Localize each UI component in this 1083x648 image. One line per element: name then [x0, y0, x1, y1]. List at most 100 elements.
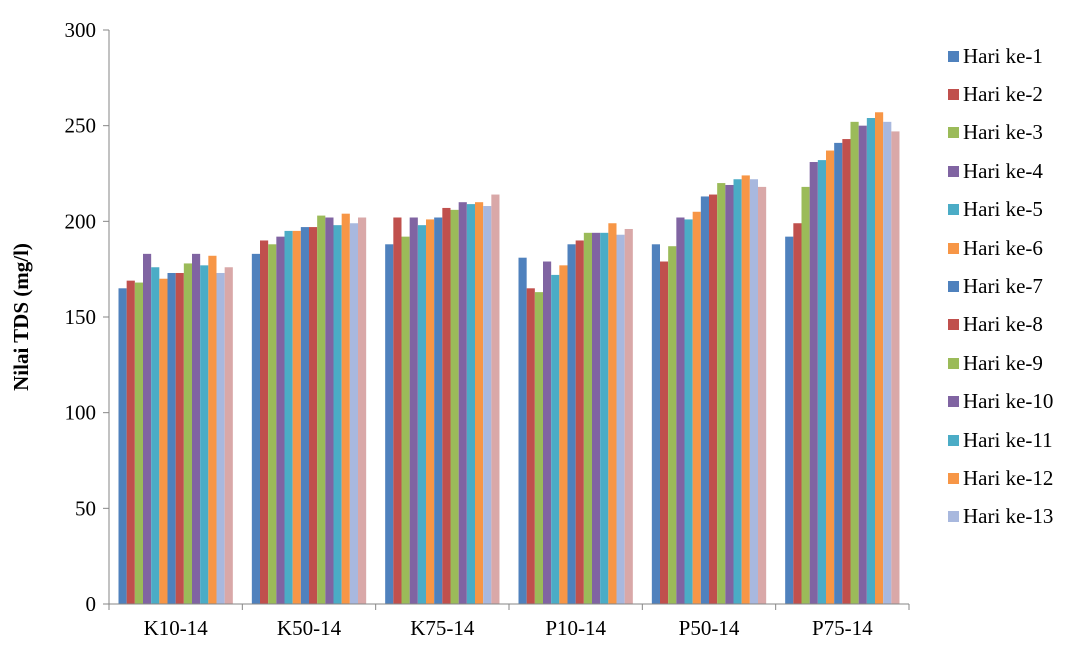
bar [891, 131, 900, 604]
bar [551, 274, 560, 604]
bar [192, 253, 201, 605]
legend-swatch [948, 242, 959, 254]
bar [534, 292, 543, 604]
bar [583, 232, 592, 604]
bar [600, 232, 609, 604]
legend-label: Hari ke-3 [963, 120, 1043, 145]
bar [676, 217, 685, 605]
legend-swatch [948, 165, 959, 177]
bar [809, 162, 818, 604]
legend-swatch [948, 50, 959, 62]
bar [842, 139, 851, 604]
bar [292, 230, 301, 604]
bar [651, 244, 660, 604]
bar [409, 217, 418, 605]
bar [608, 223, 617, 604]
bar [426, 219, 435, 605]
bar [660, 261, 669, 604]
bar [118, 288, 127, 604]
legend-label: Hari ke-5 [963, 197, 1043, 222]
bar [151, 267, 160, 604]
legend-swatch [948, 88, 959, 100]
legend-swatch [948, 204, 959, 216]
bar [518, 257, 527, 604]
bar [883, 121, 892, 604]
legend-swatch [948, 357, 959, 369]
legend-label: Hari ke-11 [963, 427, 1053, 452]
legend-item: Hari ke-13 [948, 504, 1054, 529]
bar [567, 244, 576, 604]
bar [358, 217, 367, 605]
x-tick-label: P50-14 [679, 616, 740, 640]
legend-item: Hari ke-11 [948, 428, 1053, 452]
bar [866, 118, 875, 604]
y-tick-label: 300 [65, 18, 97, 42]
bar [284, 230, 293, 604]
legend-item: Hari ke-2 [948, 82, 1043, 106]
legend-label: Hari ke-12 [963, 465, 1054, 490]
bar [175, 272, 184, 604]
bar [276, 236, 285, 604]
bar [858, 125, 867, 605]
bar [526, 288, 535, 604]
bar [758, 186, 767, 605]
bar [801, 186, 810, 605]
bar [793, 223, 802, 604]
bar [260, 240, 269, 604]
ticks-layer: 0 50 100 150 200 250 300 K10-14 K50-14 K75-14 P10-… [65, 18, 910, 640]
bar [543, 261, 552, 604]
bar [385, 244, 394, 604]
bar [834, 142, 843, 605]
bar [684, 219, 693, 605]
legend-item: Hari ke-12 [948, 466, 1053, 490]
bar [134, 282, 143, 604]
bar [709, 194, 718, 604]
bar [875, 112, 884, 605]
x-tick-label: K75-14 [410, 616, 475, 640]
bar [393, 217, 402, 605]
legend-item: Hari ke-1 [948, 44, 1043, 68]
legend-item: Hari ke-5 [948, 197, 1043, 222]
x-tick-label: K50-14 [277, 616, 342, 640]
bar [268, 244, 277, 604]
legend-swatch [948, 396, 959, 408]
legend-item: Hari ke-9 [948, 351, 1043, 375]
bar [483, 206, 492, 604]
legend-label: Hari ke-6 [963, 235, 1043, 260]
bar [143, 253, 152, 605]
bar [333, 225, 342, 604]
bar [349, 223, 358, 604]
legend-label: Hari ke-10 [963, 389, 1054, 414]
legend-label: Hari ke-13 [963, 504, 1054, 529]
bar [224, 267, 233, 604]
bar [850, 121, 859, 604]
bar [208, 255, 217, 605]
bar [126, 280, 135, 604]
bar [450, 209, 459, 604]
bar [300, 227, 309, 604]
legend-label: Hari ke-1 [963, 43, 1043, 68]
x-tick-label: P75-14 [812, 616, 873, 640]
x-tick-label: K10-14 [144, 616, 209, 640]
y-tick-label: 100 [65, 401, 97, 425]
bar [733, 179, 742, 605]
bar [668, 246, 677, 604]
bar [616, 234, 625, 604]
y-tick-label: 150 [65, 305, 97, 329]
legend-item: Hari ke-7 [948, 274, 1043, 298]
bar [325, 217, 334, 605]
bar [200, 265, 209, 604]
bar [700, 196, 709, 604]
legend-label: Hari ke-7 [963, 273, 1043, 298]
bar [317, 215, 326, 605]
legend-swatch [948, 319, 959, 331]
bar [401, 236, 410, 604]
legend-label: Hari ke-4 [963, 158, 1043, 183]
bar [434, 217, 443, 605]
bar [624, 228, 633, 604]
bar [592, 232, 601, 604]
legend-item: Hari ke-10 [948, 389, 1054, 414]
bar [491, 194, 500, 604]
bar [559, 265, 568, 604]
